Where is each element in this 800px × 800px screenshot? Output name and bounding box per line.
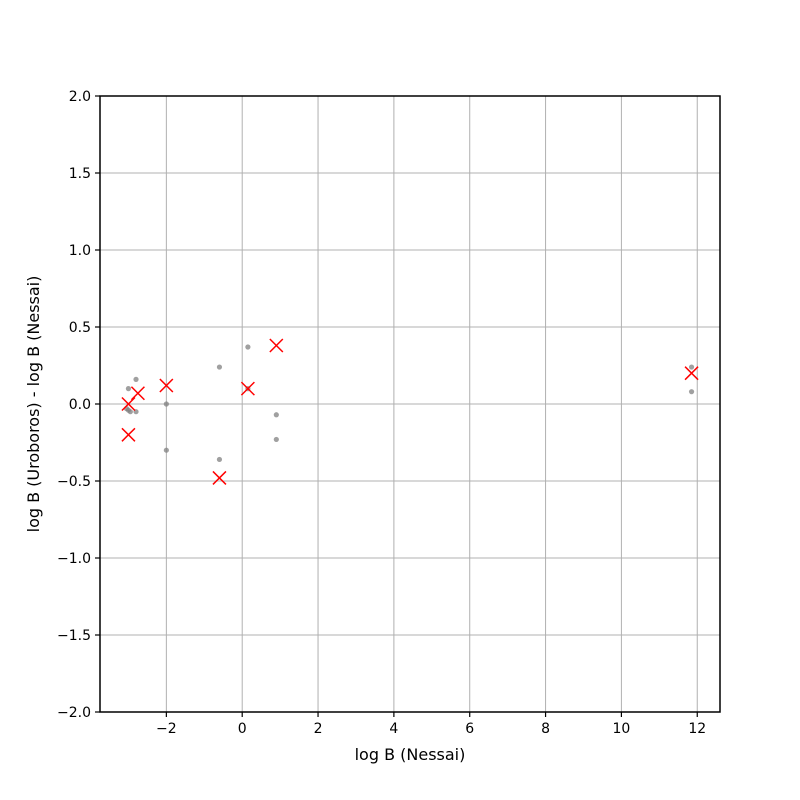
y-tick-label: −1.0 <box>57 551 91 567</box>
x-tick-label: 12 <box>688 721 706 737</box>
red-x-marker <box>130 386 145 401</box>
data-points <box>121 338 699 485</box>
gray-data-point <box>125 386 132 392</box>
red-x-marker <box>212 470 227 485</box>
gray-data-point <box>216 456 223 463</box>
axis-ticks: −2 0 2 4 6 8 10 12 −2.0 −1.5 −1.0 −0.5 0.0 0.5 1.0 1.5 2… <box>57 89 706 737</box>
y-tick-label: 2.0 <box>69 89 91 105</box>
red-x-marker <box>240 381 255 396</box>
x-tick-label: −2 <box>156 721 177 737</box>
x-tick-label: 6 <box>465 721 474 737</box>
gray-data-point <box>133 376 139 382</box>
x-tick-label: 2 <box>314 721 323 737</box>
red-x-marker <box>269 338 284 353</box>
x-tick-label: 0 <box>238 721 247 737</box>
gray-data-point <box>245 344 251 350</box>
x-tick-label: 4 <box>389 721 398 737</box>
red-x-marker <box>159 378 174 393</box>
x-tick-label: 10 <box>612 721 630 737</box>
y-tick-label: 1.5 <box>69 166 91 182</box>
gray-data-point <box>216 364 223 370</box>
y-tick-label: −1.5 <box>57 628 91 644</box>
grid <box>100 95 720 713</box>
y-tick-label: 1.0 <box>69 243 91 259</box>
x-tick-label: 8 <box>541 721 550 737</box>
gray-data-point <box>688 364 695 370</box>
x-axis-label: log B (Nessai) <box>355 745 466 764</box>
y-tick-label: −2.0 <box>57 705 91 721</box>
gray-data-point <box>163 447 169 453</box>
red-x-marker <box>121 396 136 412</box>
gray-data-point <box>273 412 279 418</box>
gray-data-point <box>127 409 133 415</box>
y-tick-label: 0.5 <box>69 320 91 336</box>
y-axis-label: log B (Uroboros) - log B (Nessai) <box>24 276 43 533</box>
gray-data-point <box>688 389 695 395</box>
red-x-marker <box>684 366 699 381</box>
gray-data-point <box>163 401 169 407</box>
gray-data-point <box>273 436 279 443</box>
y-tick-label: −0.5 <box>57 474 91 490</box>
red-x-marker <box>121 427 136 442</box>
y-tick-label: 0.0 <box>69 397 91 413</box>
